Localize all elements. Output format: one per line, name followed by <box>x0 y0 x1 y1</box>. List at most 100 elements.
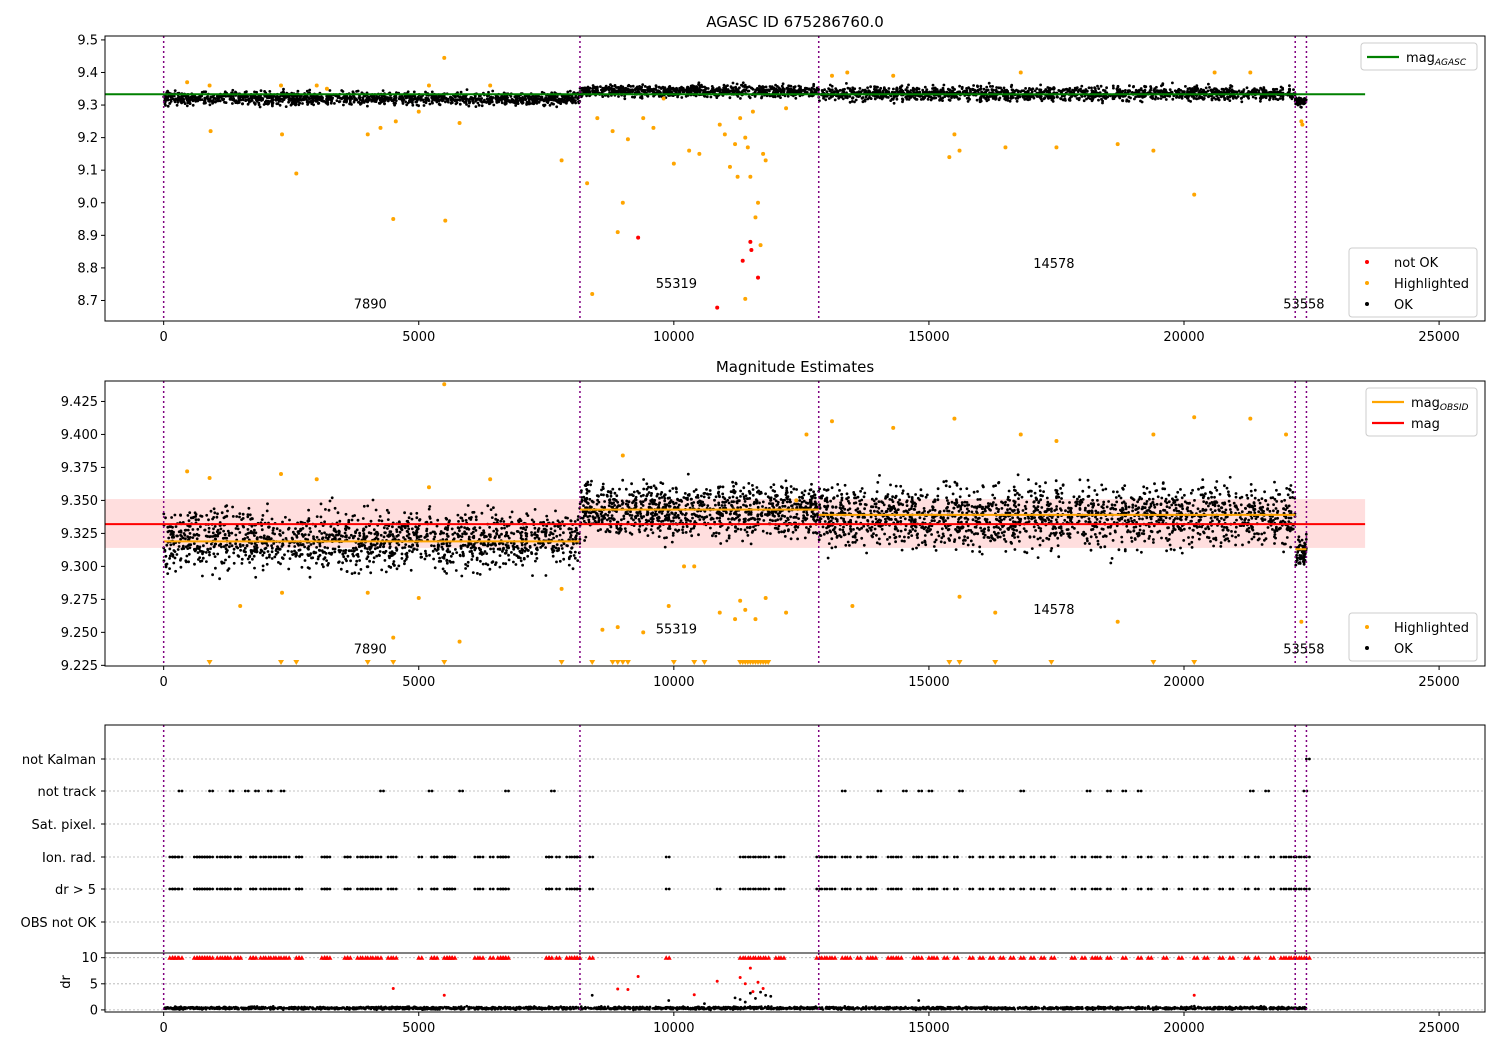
ok-point <box>1080 84 1084 88</box>
ok-point <box>1059 97 1062 100</box>
ok-point <box>514 563 518 566</box>
x-tick-label: 25000 <box>1418 330 1459 345</box>
ok-point <box>257 101 261 105</box>
ok-point <box>858 87 862 90</box>
ok-point <box>424 98 428 101</box>
ok-point <box>527 102 531 106</box>
ok-point <box>728 96 732 100</box>
ok-point <box>216 512 219 516</box>
ok-point <box>309 530 312 534</box>
ok-point <box>494 517 498 521</box>
ok-point <box>210 542 213 546</box>
ok-point <box>1063 97 1067 100</box>
ok-point <box>424 549 427 553</box>
ok-point <box>319 502 323 506</box>
ok-point <box>499 519 503 523</box>
ok-point <box>213 555 217 558</box>
ok-point <box>360 101 363 105</box>
ok-point <box>1274 97 1278 101</box>
ok-point <box>500 517 504 521</box>
ok-point <box>658 94 662 98</box>
ok-point <box>456 513 460 517</box>
highlighted-point <box>761 151 766 156</box>
ok-point <box>320 99 323 103</box>
ok-point <box>188 546 192 550</box>
ok-point <box>168 567 172 570</box>
ok-point <box>500 101 504 105</box>
ok-point <box>180 101 183 105</box>
ok-point <box>206 97 210 101</box>
legend-subscript: AGASC <box>1434 58 1467 68</box>
highlighted-point <box>426 83 431 88</box>
ok-point <box>1117 89 1121 92</box>
ok-point <box>739 97 742 100</box>
ok-point <box>851 96 854 100</box>
ok-point <box>717 86 721 89</box>
ok-point <box>938 94 942 98</box>
ok-point <box>797 84 801 88</box>
ok-point <box>286 549 290 553</box>
ok-point <box>211 573 215 577</box>
ok-point <box>760 90 763 93</box>
ok-point <box>1223 98 1227 101</box>
ok-point <box>985 85 989 89</box>
ok-point <box>365 100 369 104</box>
ok-point <box>500 99 503 102</box>
ok-point <box>791 89 795 93</box>
ok-point <box>246 102 250 106</box>
ok-point <box>444 96 447 100</box>
ok-point <box>266 502 269 506</box>
ok-point <box>658 90 661 93</box>
ok-point <box>522 97 526 101</box>
ok-point <box>187 552 191 556</box>
ok-point <box>1102 88 1105 92</box>
ok-point <box>574 96 577 99</box>
not-ok-point <box>748 239 753 244</box>
ok-point <box>284 515 287 519</box>
ok-point <box>1143 85 1147 89</box>
ok-point <box>241 512 245 516</box>
ok-point <box>904 95 908 99</box>
ok-point <box>252 554 256 558</box>
ok-point <box>687 88 691 92</box>
ok-point <box>781 82 785 86</box>
ok-point <box>588 90 592 94</box>
ok-point <box>496 95 500 99</box>
ok-point <box>344 548 348 552</box>
ok-point <box>853 100 856 104</box>
legend-label: not OK <box>1394 256 1439 271</box>
ok-point <box>208 103 212 107</box>
ok-point <box>696 88 700 92</box>
ok-point <box>297 543 300 547</box>
y-tick-label: 8.7 <box>77 294 98 309</box>
ok-point <box>1288 87 1292 91</box>
panel1-title: AGASC ID 675286760.0 <box>706 13 884 31</box>
ok-point <box>461 532 464 536</box>
ok-point <box>554 509 557 513</box>
ok-point <box>1105 86 1108 90</box>
ok-point <box>336 511 340 515</box>
ok-point <box>1202 88 1205 92</box>
ok-point <box>488 525 491 529</box>
ok-point <box>734 85 737 89</box>
ok-point <box>604 88 608 91</box>
highlighted-point <box>717 122 722 127</box>
ok-point <box>454 102 458 106</box>
ok-point <box>798 87 801 91</box>
ok-point <box>546 101 550 104</box>
ok-point <box>309 543 313 546</box>
ok-point <box>1099 84 1103 88</box>
ok-point <box>1097 98 1100 102</box>
ok-point <box>562 98 565 101</box>
ok-point <box>1168 88 1172 91</box>
ok-point <box>822 96 825 100</box>
ok-point <box>403 562 406 566</box>
ok-point <box>1160 84 1163 88</box>
ok-point <box>416 97 420 100</box>
highlighted-point <box>957 148 962 153</box>
ok-point <box>979 84 983 88</box>
ok-point <box>428 102 432 106</box>
ok-point <box>474 105 478 108</box>
ok-point <box>165 543 169 547</box>
ok-point <box>569 519 573 523</box>
